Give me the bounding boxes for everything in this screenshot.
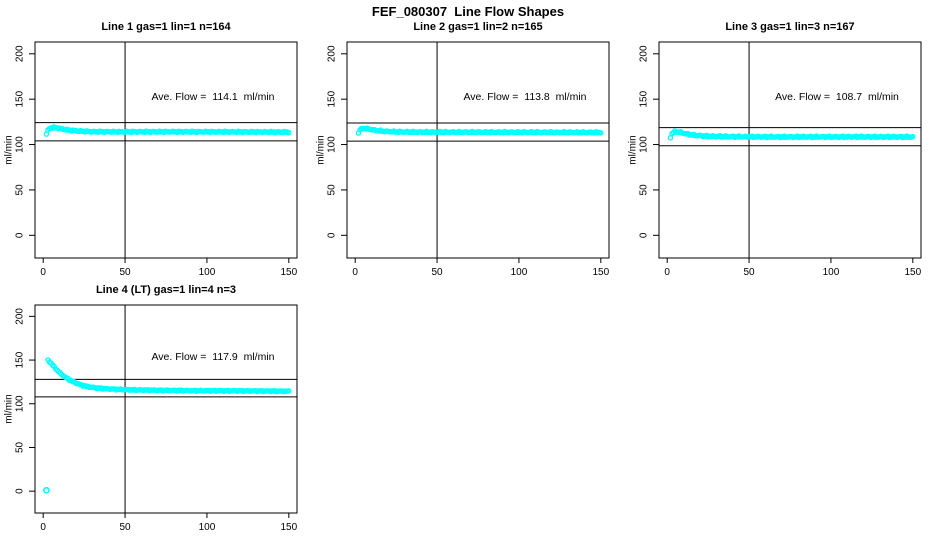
x-tick-label: 150 (280, 522, 297, 533)
y-axis-label-line3: ml/min (627, 135, 639, 165)
y-axis-label-line1: ml/min (3, 135, 15, 165)
x-tick-label: 100 (199, 267, 216, 278)
x-tick-label: 0 (40, 267, 46, 278)
flow-data-point (286, 130, 292, 136)
flow-data-point (286, 388, 292, 394)
y-tick-label: 200 (15, 45, 26, 62)
y-tick-label: 200 (639, 45, 650, 62)
plot-box (34, 41, 298, 259)
y-tick-label: 50 (639, 184, 650, 196)
y-tick-label: 0 (15, 232, 26, 238)
panel-title-line2: Line 2 gas=1 lin=2 n=165 (413, 21, 543, 33)
x-tick-label: 100 (823, 267, 840, 278)
y-axis-label-line2: ml/min (315, 135, 327, 165)
y-tick-label: 0 (639, 232, 650, 238)
flow-data-point (910, 133, 916, 140)
x-tick-label: 150 (280, 267, 297, 278)
ave-flow-annotation-line3: Ave. Flow = 108.7 ml/min (775, 91, 899, 103)
flow-data-point (598, 130, 604, 136)
y-tick-label: 100 (15, 395, 26, 412)
y-tick-label: 100 (327, 136, 338, 153)
x-tick-label: 0 (40, 522, 46, 533)
y-tick-label: 150 (15, 351, 26, 368)
y-tick-label: 150 (327, 90, 338, 107)
x-tick-label: 50 (744, 267, 756, 278)
x-tick-label: 0 (352, 267, 358, 278)
y-tick-label: 150 (15, 90, 26, 107)
x-tick-label: 50 (432, 267, 444, 278)
plot-box (346, 41, 610, 259)
panel-title-line3: Line 3 gas=1 lin=3 n=167 (725, 21, 855, 33)
ave-flow-annotation-line2: Ave. Flow = 113.8 ml/min (463, 91, 587, 103)
y-tick-label: 50 (15, 184, 26, 196)
x-tick-label: 50 (120, 522, 132, 533)
ave-flow-annotation-line1: Ave. Flow = 114.1 ml/min (151, 91, 275, 103)
panel-title-line4: Line 4 (LT) gas=1 lin=4 n=3 (95, 284, 237, 296)
figure-title: FEF_080307 Line Flow Shapes (371, 4, 565, 19)
y-tick-label: 50 (327, 184, 338, 196)
x-tick-label: 100 (199, 522, 216, 533)
x-tick-label: 150 (904, 267, 921, 278)
flow-outlier-point (43, 486, 50, 494)
plot-box (34, 304, 298, 514)
y-tick-label: 150 (639, 90, 650, 107)
y-tick-label: 50 (15, 441, 26, 453)
x-tick-label: 0 (664, 267, 670, 278)
ave-flow-annotation-line4: Ave. Flow = 117.9 ml/min (151, 351, 275, 363)
panel-title-line1: Line 1 gas=1 lin=1 n=164 (101, 21, 231, 33)
y-tick-label: 100 (15, 136, 26, 153)
y-tick-label: 200 (327, 45, 338, 62)
x-tick-label: 150 (592, 267, 609, 278)
y-tick-label: 100 (639, 136, 650, 153)
x-tick-label: 100 (511, 267, 528, 278)
y-tick-label: 0 (327, 232, 338, 238)
y-tick-label: 200 (15, 308, 26, 325)
plot-box (658, 41, 922, 259)
x-tick-label: 50 (120, 267, 132, 278)
y-axis-label-line4: ml/min (3, 394, 15, 424)
y-tick-label: 0 (15, 488, 26, 494)
